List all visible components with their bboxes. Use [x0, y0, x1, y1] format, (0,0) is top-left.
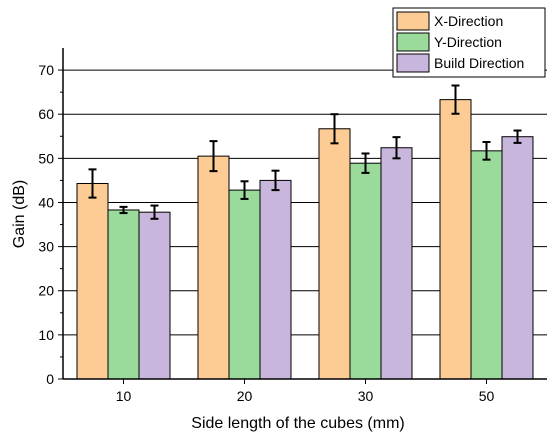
y-tick-label: 40	[38, 194, 54, 210]
y-tick-label: 0	[46, 371, 54, 387]
y-axis-label: Gain (dB)	[11, 180, 28, 248]
bar	[439, 99, 472, 380]
legend-label: X-Direction	[434, 13, 503, 29]
y-tick-label: 10	[38, 327, 54, 343]
axes: 10 20 30 50 0 10 20 30 40 50 60 70	[38, 48, 547, 404]
bar	[380, 147, 413, 380]
bar	[470, 150, 503, 380]
legend-label: Build Direction	[434, 55, 524, 71]
y-tick-label: 60	[38, 106, 54, 122]
bar	[501, 136, 534, 380]
bar	[138, 211, 171, 380]
bar	[76, 182, 109, 380]
y-tick-label: 50	[38, 150, 54, 166]
legend-swatch	[396, 53, 430, 73]
y-tick-label: 20	[38, 283, 54, 299]
x-tick-label: 30	[358, 388, 374, 404]
bars	[76, 99, 534, 380]
y-tick-label: 70	[38, 62, 54, 78]
y-tick-label: 30	[38, 239, 54, 255]
error-bars	[88, 84, 522, 220]
bar	[228, 189, 261, 380]
x-tick-label: 20	[237, 388, 253, 404]
legend-label: Y-Direction	[434, 34, 502, 50]
bar	[259, 179, 292, 380]
bar	[197, 155, 230, 380]
bar	[107, 209, 140, 380]
legend: X-Direction Y-Direction Build Direction	[392, 7, 546, 78]
bar	[349, 162, 382, 380]
x-axis-label: Side length of the cubes (mm)	[191, 415, 404, 432]
legend-swatch	[396, 11, 430, 31]
legend-swatch	[396, 32, 430, 52]
x-tick-label: 50	[479, 388, 495, 404]
bar	[318, 128, 351, 380]
x-tick-label: 10	[116, 388, 132, 404]
